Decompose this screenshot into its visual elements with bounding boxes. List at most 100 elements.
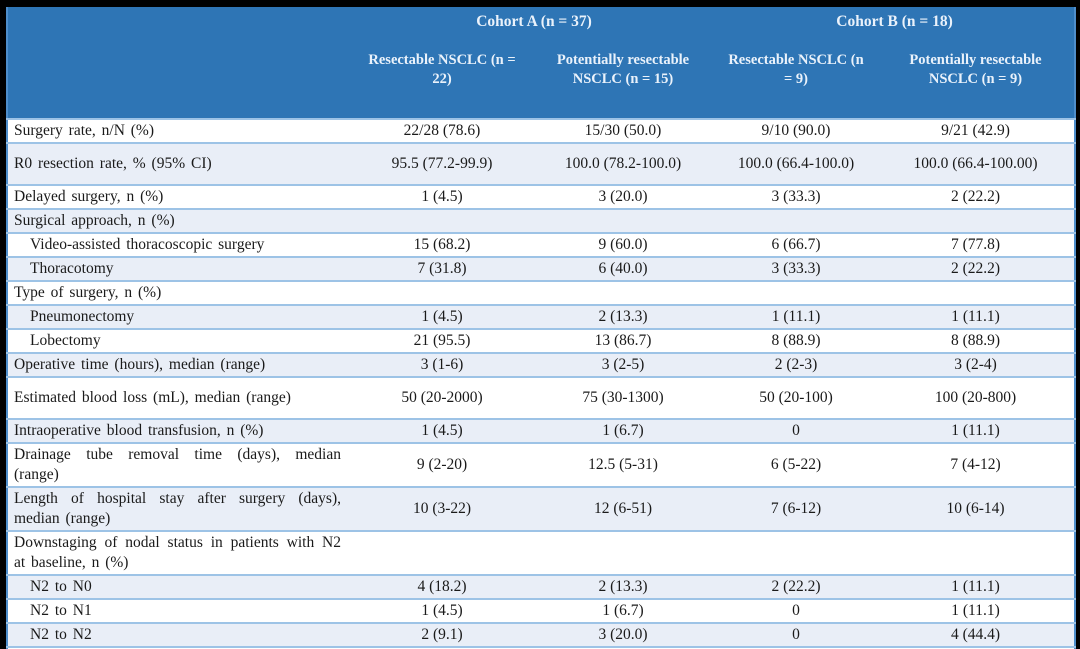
cell-value: 3 (2-5): [531, 352, 715, 377]
column-header-potentially-resectable-a: Potentially resectable NSCLC (n = 15): [531, 34, 715, 119]
cell-value: 10 (6-14): [877, 486, 1076, 531]
cell-value: 9 (2-20): [353, 442, 531, 487]
row-label: N2 to N0: [7, 574, 353, 599]
column-header-resectable-b: Resectable NSCLC (n = 9): [715, 34, 877, 119]
cohort-header-row: Cohort A (n = 37) Cohort B (n = 18): [7, 7, 1076, 34]
cell-value: 100.0 (78.2-100.0): [531, 142, 715, 185]
section-row: Type of surgery, n (%): [7, 280, 1076, 305]
cell-value: 1 (6.7): [531, 598, 715, 623]
row-label: Surgical approach, n (%): [7, 208, 353, 233]
cell-value: 7 (4-12): [877, 442, 1076, 487]
cell-value: [353, 280, 531, 305]
row-label: Video-assisted thoracoscopic surgery: [7, 232, 353, 257]
cell-value: 50 (20-100): [715, 376, 877, 419]
cell-value: 2 (13.3): [531, 304, 715, 329]
cohort-a-header: Cohort A (n = 37): [353, 7, 715, 34]
cell-value: 0: [715, 598, 877, 623]
header-spacer: [7, 7, 353, 34]
column-header-resectable-a: Resectable NSCLC (n = 22): [353, 34, 531, 119]
row-label: Estimated blood loss (mL), median (range…: [7, 376, 353, 419]
row-label: N2 to N1: [7, 598, 353, 623]
cell-value: 2 (2-3): [715, 352, 877, 377]
cell-value: 0: [715, 646, 877, 649]
table-row: Video-assisted thoracoscopic surgery 15 (…: [7, 232, 1076, 257]
column-header-row: Resectable NSCLC (n = 22) Potentially re…: [7, 34, 1076, 119]
row-label: R0 resection rate, % (95% CI): [7, 142, 353, 185]
cell-value: 2 (22.2): [877, 184, 1076, 209]
row-label: Delayed surgery, n (%): [7, 184, 353, 209]
table-row: R0 resection rate, % (95% CI) 95.5 (77.2-…: [7, 142, 1076, 185]
cell-value: 2 (9.1): [353, 622, 531, 647]
cell-value: 3 (2-4): [877, 352, 1076, 377]
cell-value: 2 (22.2): [715, 574, 877, 599]
surgical-outcomes-table: Cohort A (n = 37) Cohort B (n = 18) Rese…: [6, 7, 1077, 649]
table-row: Thoracotomy 7 (31.8) 6 (40.0) 3 (33.3) 2 (22…: [7, 256, 1076, 281]
row-label: Surgical complications, n (%): [7, 646, 353, 649]
table-header: Cohort A (n = 37) Cohort B (n = 18) Rese…: [7, 7, 1076, 119]
cell-value: 12.5 (5-31): [531, 442, 715, 487]
cell-value: 1 (11.1): [877, 418, 1076, 443]
cell-value: 1 (11.1): [715, 304, 877, 329]
column-header-potentially-resectable-b: Potentially resectable NSCLC (n = 9): [877, 34, 1076, 119]
cell-value: 0: [715, 622, 877, 647]
cell-value: 1 (11.1): [877, 574, 1076, 599]
cell-value: 1 (11.1): [877, 304, 1076, 329]
section-row: Surgical approach, n (%): [7, 208, 1076, 233]
row-label: Pneumonectomy: [7, 304, 353, 329]
cell-value: 6 (40.0): [531, 256, 715, 281]
table-row: N2 to N0 4 (18.2) 2 (13.3) 2 (22.2) 1 (11.1): [7, 574, 1076, 599]
cell-value: 100.0 (66.4-100.0): [715, 142, 877, 185]
cell-value: 2 (13.3): [531, 574, 715, 599]
cell-value: [877, 208, 1076, 233]
header-spacer: [7, 34, 353, 119]
cell-value: 7 (6-12): [715, 486, 877, 531]
cell-value: 10 (3-22): [353, 486, 531, 531]
cell-value: 3 (20.0): [531, 646, 715, 649]
row-label: Lobectomy: [7, 328, 353, 353]
table-row: Surgical complications, n (%)1 (4.5)3 (2…: [7, 646, 1076, 649]
cell-value: 0: [715, 418, 877, 443]
row-label: Drainage tube removal time (days), media…: [7, 442, 353, 487]
cell-value: 1 (4.5): [353, 598, 531, 623]
cell-value: 50 (20-2000): [353, 376, 531, 419]
cell-value: [877, 530, 1076, 575]
row-label: Length of hospital stay after surgery (d…: [7, 486, 353, 531]
cell-value: 3 (20.0): [531, 184, 715, 209]
cell-value: 7 (77.8): [877, 232, 1076, 257]
cell-value: 100 (20-800): [877, 376, 1076, 419]
table-row: N2 to N2 2 (9.1) 3 (20.0) 0 4 (44.4): [7, 622, 1076, 647]
cell-value: 1 (4.5): [353, 184, 531, 209]
table-row: Pneumonectomy 1 (4.5) 2 (13.3) 1 (11.1) 1 (1…: [7, 304, 1076, 329]
table-body: Surgery rate, n/N (%) 22/28 (78.6) 15/30 (…: [7, 119, 1076, 649]
cell-value: 75 (30-1300): [531, 376, 715, 419]
table-row: Intraoperative blood transfusion, n (%) 1…: [7, 418, 1076, 443]
table-row: N2 to N1 1 (4.5) 1 (6.7) 0 1 (11.1): [7, 598, 1076, 623]
cell-value: 9/10 (90.0): [761, 122, 831, 139]
cell-value: 3 (1-6): [353, 352, 531, 377]
cell-value: [353, 530, 531, 575]
cell-value: 8 (88.9): [715, 328, 877, 353]
cell-value: 100.0 (66.4-100.00): [877, 142, 1076, 185]
cell-value: 2 (22.2): [877, 256, 1076, 281]
cell-value: [715, 208, 877, 233]
section-row: Downstaging of nodal status in patients …: [7, 530, 1076, 575]
cell-value: 1 (6.7): [531, 418, 715, 443]
cell-value: 3 (33.3): [715, 256, 877, 281]
cell-value: 1 (4.5): [353, 418, 531, 443]
cell-value: 1 (4.5): [353, 646, 531, 649]
cell-value: 3 (33.3): [715, 184, 877, 209]
cell-value: 22/28 (78.6): [403, 122, 481, 139]
row-label: Operative time (hours), median (range): [7, 352, 353, 377]
cell-value: 15/30 (50.0): [584, 122, 662, 139]
cell-value: [715, 280, 877, 305]
cell-value: 1 (4.5): [353, 304, 531, 329]
cell-value: 4 (18.2): [353, 574, 531, 599]
table-row: Length of hospital stay after surgery (d…: [7, 486, 1076, 531]
table-row: Drainage tube removal time (days), media…: [7, 442, 1076, 487]
cell-value: 95.5 (77.2-99.9): [353, 142, 531, 185]
cell-value: [715, 530, 877, 575]
row-label: N2 to N2: [7, 622, 353, 647]
cell-value: 0: [877, 646, 1076, 649]
table-row: Delayed surgery, n (%) 1 (4.5) 3 (20.0) 3 (…: [7, 184, 1076, 209]
